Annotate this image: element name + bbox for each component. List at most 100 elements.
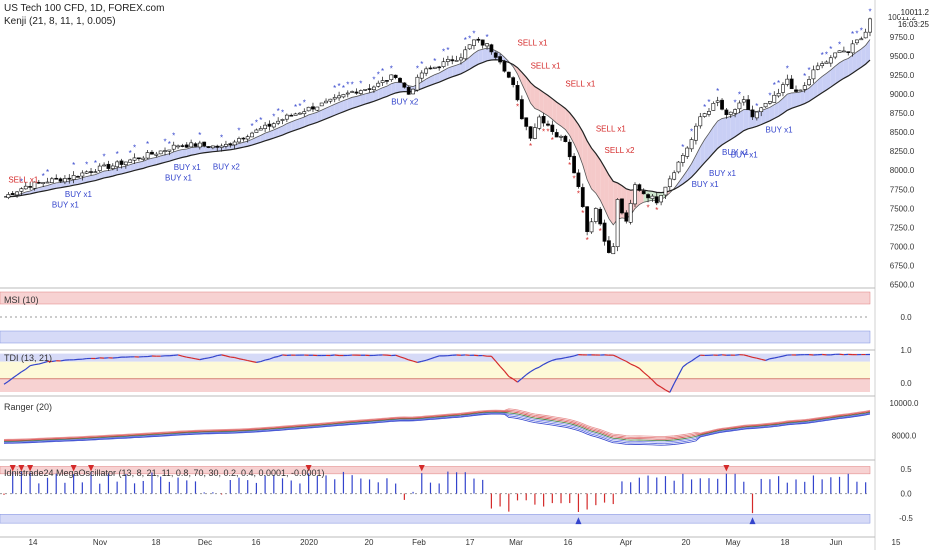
tdi-line-segment [499, 365, 505, 372]
candle [176, 145, 180, 148]
candle [402, 82, 407, 88]
candle [258, 128, 263, 131]
candle [820, 63, 825, 67]
kenji-band-segment [848, 55, 853, 76]
tdi-line-segment [508, 375, 514, 380]
candle [358, 90, 363, 94]
kenji-band-segment [238, 142, 244, 149]
candle [728, 111, 733, 115]
kenji-band-segment [125, 164, 131, 173]
kenji-band-segment [178, 149, 183, 159]
ranger-line [3, 411, 871, 442]
buy-star-marker: * [707, 98, 710, 107]
buy-star-marker: * [773, 81, 776, 90]
tdi-line-segment [221, 354, 227, 357]
candle [650, 195, 655, 199]
buy-star-marker: * [464, 36, 467, 45]
tdi-line-segment [560, 357, 566, 360]
sell-star-marker: * [599, 227, 602, 236]
kenji-band-segment [456, 63, 461, 76]
sell-signal-label: SELL x1 [531, 62, 561, 71]
buy-star-marker: * [851, 30, 854, 39]
time-axis-tick: Mar [509, 538, 523, 547]
buy-star-marker: * [281, 109, 284, 118]
buy-star-marker: * [146, 140, 149, 149]
candle [794, 89, 798, 92]
kenji-band-segment [765, 107, 770, 123]
tdi-line-segment [517, 377, 523, 383]
mega-sell-triangle [70, 464, 77, 472]
tdi-line-segment [503, 370, 510, 377]
candle [167, 149, 172, 152]
time-axis-tick: 14 [29, 538, 38, 547]
kenji-band-segment [430, 74, 435, 86]
price-axis-tick: 7750.0 [890, 185, 915, 194]
mega-axis-tick: 0.0 [900, 490, 912, 499]
buy-star-marker: * [703, 103, 706, 112]
tdi-line-segment [199, 358, 205, 361]
buy-star-marker: * [472, 29, 475, 38]
candle [463, 49, 468, 60]
kenji-band-segment [326, 106, 331, 119]
kenji-band-segment [330, 104, 335, 118]
sell-star-marker: * [586, 236, 589, 245]
tdi-line-segment [482, 354, 488, 357]
candle [324, 100, 328, 104]
tdi-line-segment [490, 355, 497, 362]
kenji-band-segment [708, 126, 714, 158]
kenji-band-segment [822, 73, 827, 93]
mega-lower-zone [0, 514, 871, 524]
tdi-line-segment [665, 389, 671, 393]
kenji-band-segment [378, 87, 383, 100]
candle [23, 185, 28, 190]
msi-upper-zone [0, 291, 871, 305]
kenji-band-segment [352, 96, 357, 109]
candle [541, 115, 546, 124]
time-axis-tick: Feb [412, 538, 426, 547]
candle [641, 190, 646, 195]
tdi-line-segment [634, 365, 640, 369]
time-axis-tick: May [725, 538, 740, 547]
tdi-line-segment [238, 358, 244, 361]
candle [306, 106, 311, 112]
tdi-line-segment [417, 360, 422, 363]
chart-title: US Tech 100 CFD, 1D, FOREX.com [4, 3, 165, 14]
price-axis-tick: 8250.0 [890, 147, 915, 156]
kenji-band-segment [386, 83, 392, 97]
kenji-band-segment [143, 159, 148, 169]
candle [363, 89, 368, 91]
candle [859, 38, 864, 41]
candle [502, 61, 507, 72]
kenji-band-segment [47, 184, 52, 191]
candle [841, 50, 846, 53]
candle [228, 143, 233, 146]
tdi-line-segment [647, 375, 653, 381]
price-axis-tick: 8500.0 [890, 128, 915, 137]
tdi-line-segment [251, 360, 257, 363]
kenji-band-segment [813, 80, 818, 99]
price-axis-tick: 8750.0 [890, 109, 915, 118]
tdi-line-segment [51, 360, 57, 363]
candle [615, 199, 620, 248]
candle [720, 99, 724, 110]
candle [789, 78, 794, 90]
kenji-band-segment [434, 72, 440, 84]
kenji-band-segment [69, 179, 74, 187]
candle [241, 137, 246, 140]
candle [197, 142, 202, 148]
candle [724, 109, 729, 116]
price-axis-tick: 7000.0 [890, 242, 915, 251]
buy-star-marker: * [829, 45, 832, 54]
buy-star-marker: * [359, 79, 362, 88]
candle [428, 67, 433, 70]
tdi-line-segment [208, 356, 214, 359]
kenji-band-segment [547, 95, 553, 120]
price-axis-tick: 6750.0 [890, 261, 915, 270]
candle [689, 139, 694, 150]
candle [750, 109, 755, 118]
buy-star-marker: * [103, 152, 106, 161]
sell-star-marker: * [577, 190, 580, 199]
candle [828, 57, 833, 64]
kenji-band-segment [778, 98, 783, 117]
